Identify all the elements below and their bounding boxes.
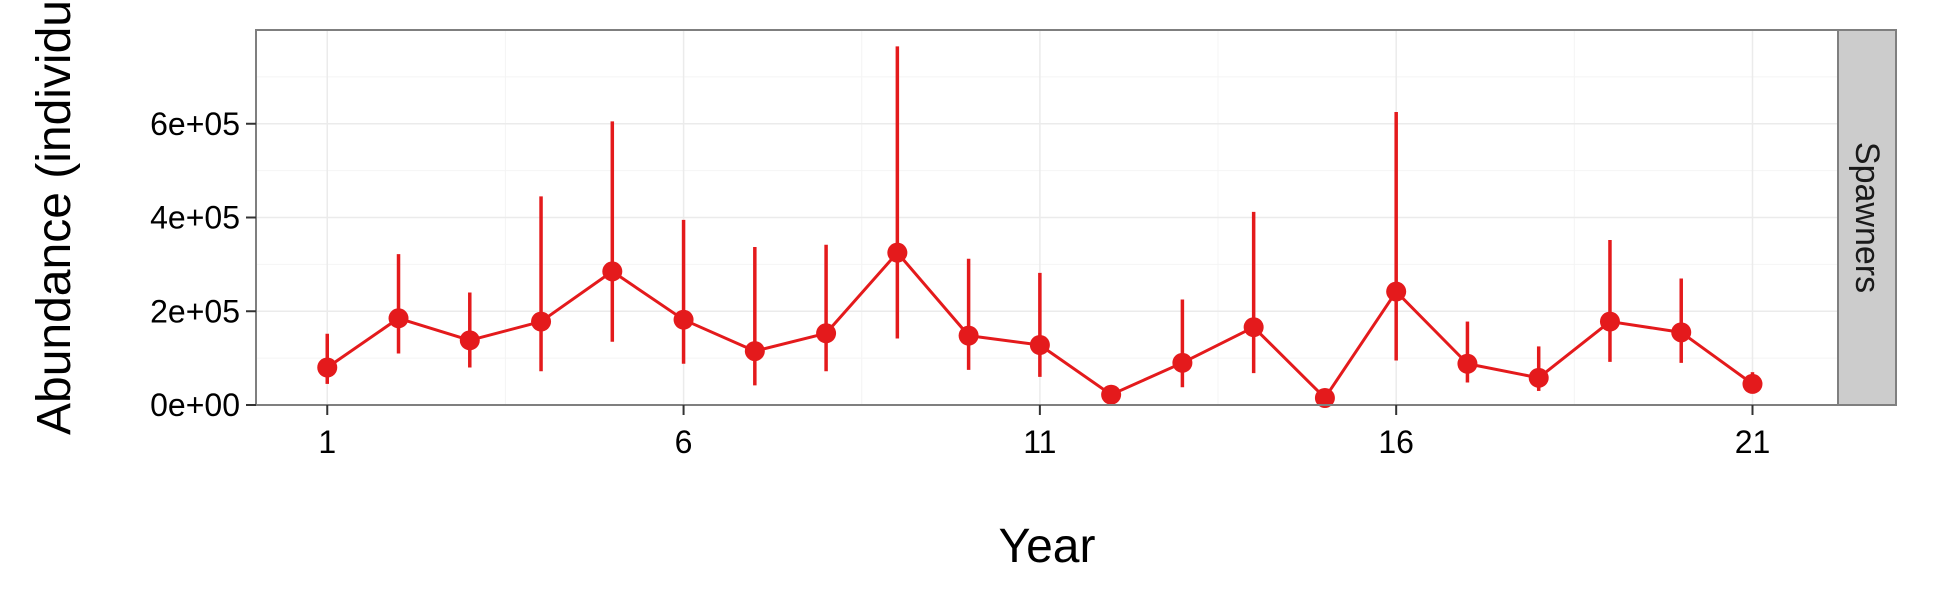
data-point [1029, 335, 1050, 355]
data-point [531, 311, 552, 332]
data-point [1386, 281, 1407, 302]
data-points [317, 242, 1763, 408]
data-point [1671, 322, 1692, 343]
x-tick-label: 1 [318, 424, 336, 460]
data-point [388, 308, 409, 329]
x-tick-label: 11 [1023, 424, 1056, 460]
data-point [1314, 387, 1335, 408]
data-point [887, 242, 908, 263]
data-point [317, 357, 338, 378]
data-point [816, 323, 837, 344]
y-tick-label: 0e+00 [150, 387, 240, 423]
y-tick-label: 2e+05 [150, 293, 240, 329]
x-tick-label: 16 [1378, 424, 1414, 460]
data-point [1172, 352, 1193, 373]
facet-label: Spawners [1848, 142, 1886, 293]
data-point [602, 261, 623, 282]
data-point [673, 309, 694, 330]
data-point [1101, 384, 1122, 405]
x-tick-label: 6 [675, 424, 693, 460]
x-tick-label: 21 [1735, 424, 1771, 460]
data-point [1599, 311, 1620, 332]
error-bars [325, 46, 1755, 403]
data-point [1528, 367, 1549, 388]
data-point [459, 330, 480, 351]
y-axis-title: Abundance (individu [28, 0, 81, 435]
x-axis-title: Year [999, 520, 1096, 573]
y-tick-label: 6e+05 [150, 106, 240, 142]
data-point [1457, 353, 1478, 374]
data-point [1742, 373, 1763, 394]
data-point [744, 341, 765, 362]
data-point [958, 325, 979, 346]
facet-strip [1837, 29, 1897, 406]
data-point [1243, 317, 1264, 338]
y-tick-label: 4e+05 [150, 200, 240, 236]
